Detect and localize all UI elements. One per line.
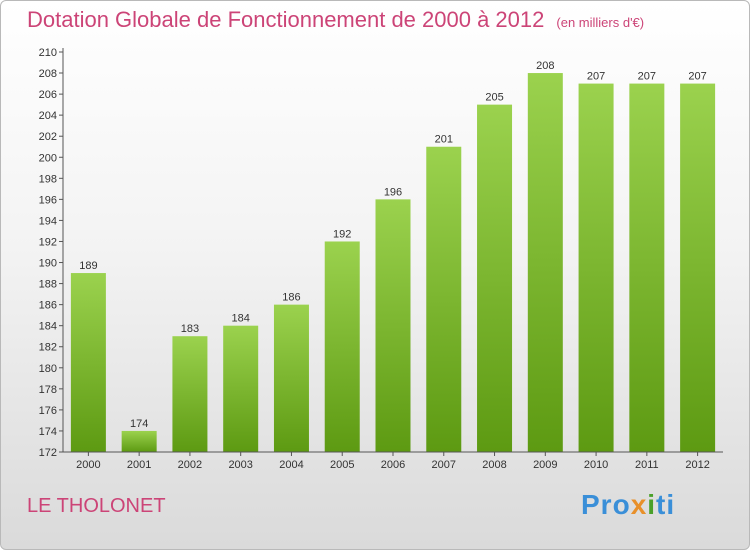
y-tick-label: 190 [39,258,57,270]
bar-value-label: 184 [232,313,250,325]
x-tick-label: 2011 [635,459,659,471]
bar-2012 [680,83,716,452]
bar-2002 [172,336,208,452]
x-tick-label: 2007 [432,459,456,471]
proxiti-logo: Proxiti [581,489,675,521]
bar-value-label: 189 [79,260,97,272]
logo-part-4: ti [656,489,676,520]
x-tick-label: 2012 [685,459,709,471]
y-tick-label: 184 [39,321,57,333]
bar-2003 [223,325,259,452]
y-tick-label: 188 [39,279,57,291]
bar-value-label: 207 [638,71,656,83]
y-axis: 210 208 206 204 202 200 198 196 194 192 190 188 186 1… [39,47,64,459]
bar-2007 [426,146,462,452]
x-tick-label: 2008 [482,459,506,471]
y-tick-label: 208 [39,68,57,80]
bar-2005 [324,241,360,452]
y-tick-label: 198 [39,173,57,185]
bars: 189 174 183 184 186 192 196 201 205 208 207 207 207 [70,60,716,452]
y-tick-label: 178 [39,384,57,396]
bar-2006 [375,199,411,452]
y-tick-label: 176 [39,405,57,417]
x-tick-label: 2000 [76,459,100,471]
y-tick-label: 206 [39,89,57,101]
x-tick-label: 2001 [127,459,151,471]
bar-2009 [527,73,563,452]
y-tick-label: 202 [39,131,57,143]
bar-value-label: 192 [333,228,351,240]
bar-value-label: 208 [536,60,554,72]
x-tick-label: 2004 [279,459,303,471]
logo-part-1: Pro [581,489,631,520]
y-tick-label: 196 [39,194,57,206]
chart-title: Dotation Globale de Fonctionnement de 20… [27,7,644,33]
y-tick-label: 182 [39,342,57,354]
bar-value-label: 207 [688,71,706,83]
x-tick-label: 2002 [178,459,202,471]
y-tick-label: 204 [39,110,57,122]
x-tick-label: 2005 [330,459,354,471]
y-tick-label: 192 [39,236,57,248]
x-tick-label: 2009 [533,459,557,471]
y-tick-label: 174 [39,426,57,438]
logo-part-2: x [630,489,648,520]
x-tick-label: 2003 [228,459,252,471]
bar-value-label: 207 [587,71,605,83]
x-tick-label: 2010 [584,459,608,471]
bar-value-label: 201 [435,134,453,146]
bar-2011 [629,83,665,452]
bar-2001 [121,430,157,452]
bar-value-label: 186 [282,292,300,304]
logo-part-3: i [647,489,657,520]
y-tick-label: 194 [39,215,57,227]
y-tick-label: 210 [39,47,57,59]
bar-value-label: 196 [384,186,402,198]
bar-2004 [273,304,309,452]
bar-value-label: 205 [485,92,503,104]
bar-2008 [477,104,513,452]
title-text: Dotation Globale de Fonctionnement de 20… [27,7,545,32]
x-axis: 2000 2001 2002 2003 2004 2005 2006 2007 2008 2009… [63,451,723,471]
commune-name: LE THOLONET [27,495,166,517]
y-tick-label: 172 [39,447,57,459]
bar-2010 [578,83,614,452]
bar-value-label: 174 [130,418,148,430]
bar-2000 [70,273,106,452]
y-tick-label: 186 [39,300,57,312]
y-tick-label: 200 [39,152,57,164]
y-tick-label: 180 [39,363,57,375]
x-tick-label: 2006 [381,459,405,471]
bar-value-label: 183 [181,323,199,335]
title-unit: (en milliers d'€) [556,15,645,30]
